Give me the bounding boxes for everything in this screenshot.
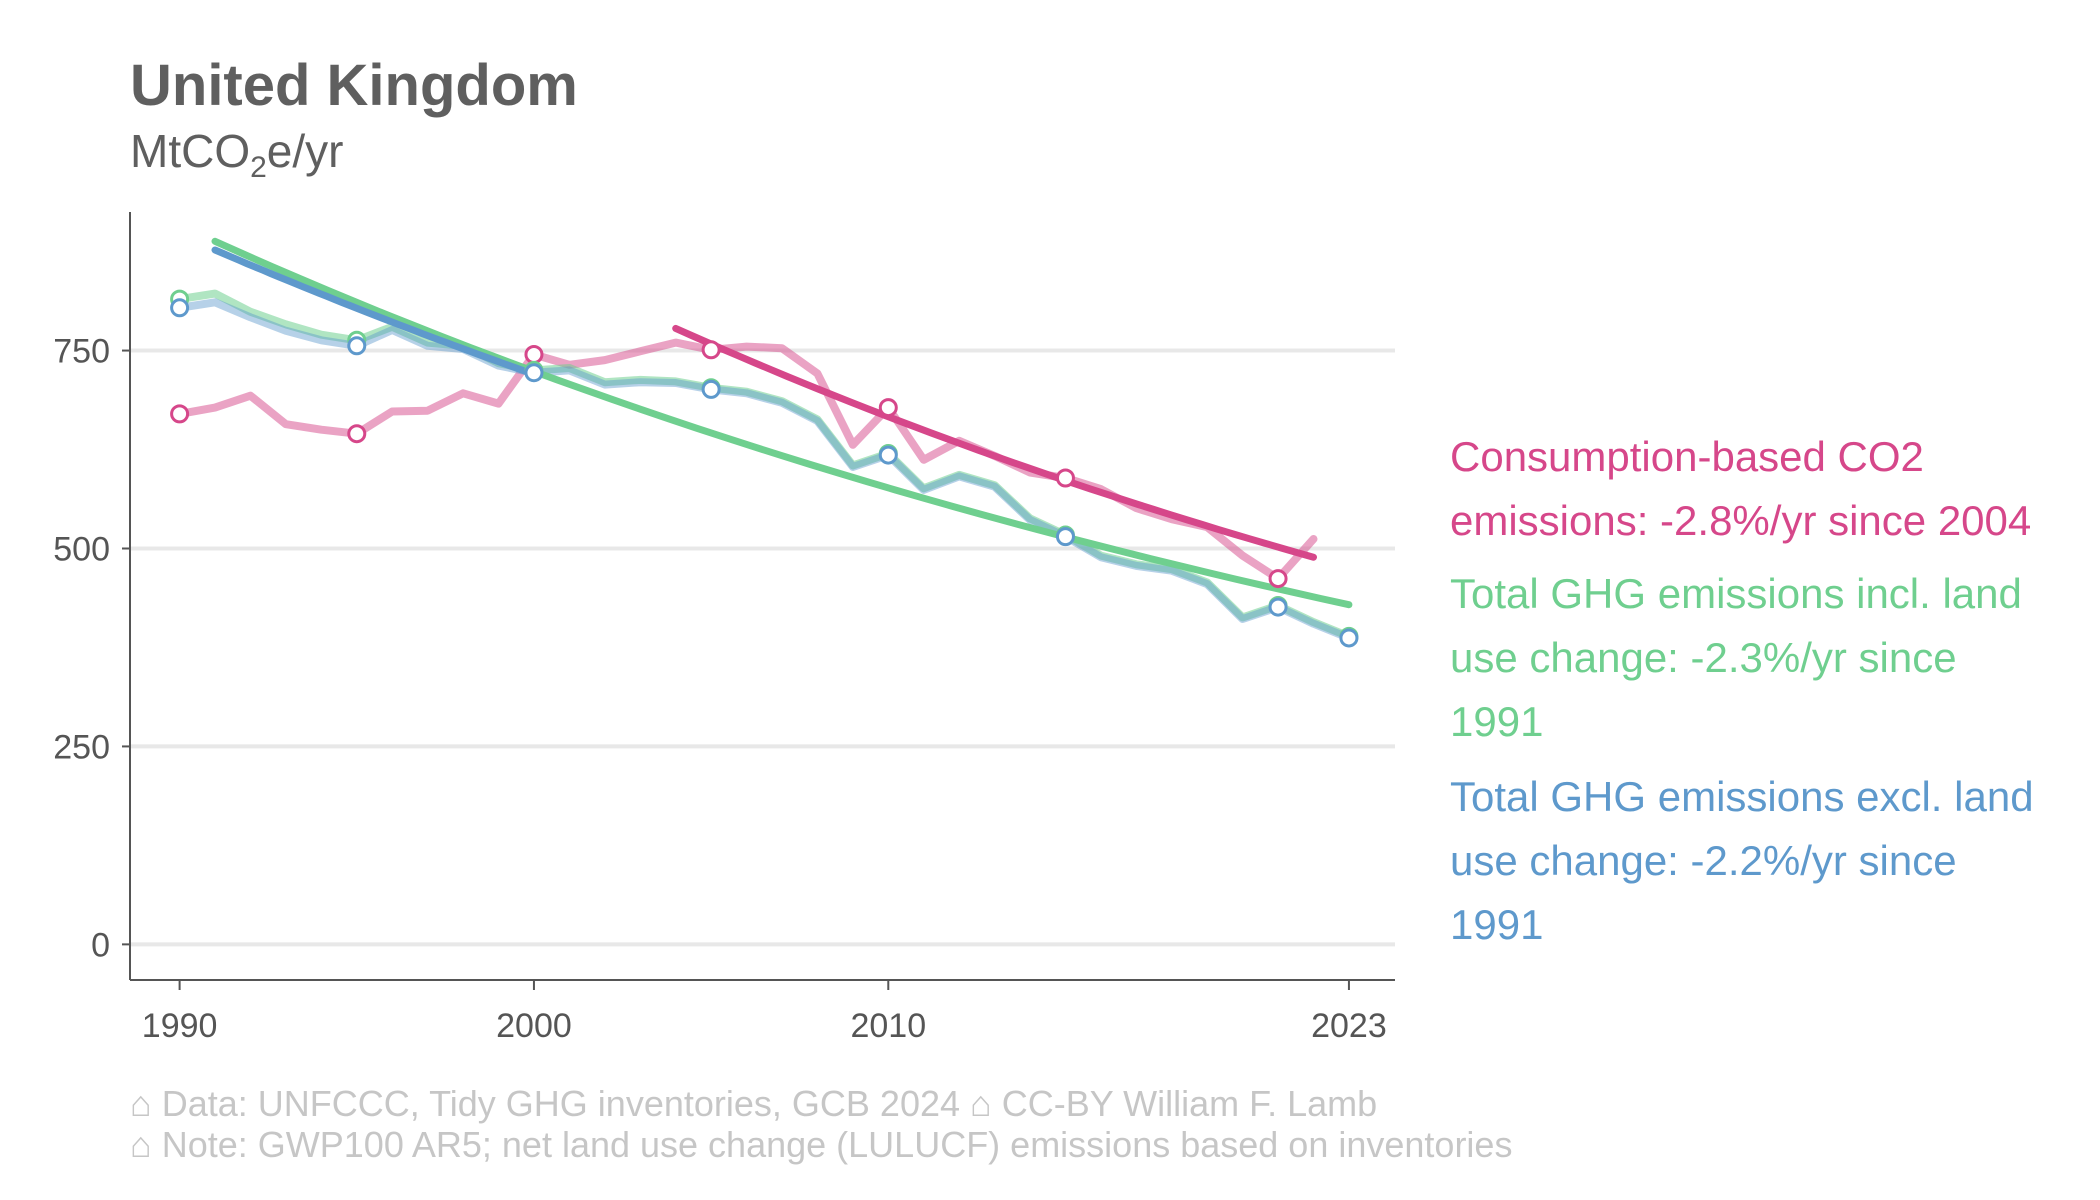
marker-excl_luc-2000 (524, 363, 544, 383)
unit-main: MtCO (130, 125, 251, 177)
marker-excl_luc-1995 (347, 336, 367, 356)
x-tick-label-1990: 1990 (142, 1007, 218, 1045)
footer-note: ⌂ Note: GWP100 AR5; net land use change … (130, 1124, 1513, 1165)
marker-consumption-2021 (1268, 569, 1288, 589)
axis-layer: 0 250 500 750 1990 2000 2010 2023 (53, 212, 1395, 1045)
legend-consumption-line-2: emissions: -2.8%/yr since 2004 (1450, 497, 2032, 544)
unit-subscript: 2 (250, 151, 267, 185)
legend-excl-luc: Total GHG emissions excl. land use chang… (1450, 765, 2090, 957)
marker-excl_luc-2015 (1055, 527, 1075, 547)
y-tick-label-500: 500 (53, 530, 110, 568)
marker-excl_luc-2023 (1339, 628, 1359, 648)
x-tick-label-2023: 2023 (1311, 1007, 1387, 1045)
legend-excl-luc-line-2: use change: -2.2%/yr since (1450, 837, 1957, 884)
marker-excl_luc-2005 (701, 379, 721, 399)
y-tick-label-0: 0 (91, 926, 110, 964)
legend-incl-luc: Total GHG emissions incl. land use chang… (1450, 562, 2090, 754)
legend-incl-luc-line-1: Total GHG emissions incl. land (1450, 570, 2022, 617)
unit-subtitle: MtCO2e/yr (130, 124, 343, 185)
marker-consumption-2010 (878, 398, 898, 418)
series-line-consumption (175, 338, 1318, 583)
legend-consumption: Consumption-based CO2 emissions: -2.8%/y… (1450, 425, 2090, 553)
legend-consumption-line-1: Consumption-based CO2 (1450, 433, 1924, 480)
marker-consumption-2015 (1055, 468, 1075, 488)
x-tick-label-2010: 2010 (850, 1007, 926, 1045)
legend-excl-luc-line-3: 1991 (1450, 901, 1544, 948)
y-tick-label-250: 250 (53, 728, 110, 766)
chart-title: United Kingdom (130, 53, 578, 118)
unit-tail: e/yr (266, 125, 344, 177)
marker-consumption-2005 (701, 340, 721, 360)
marker-excl_luc-2010 (878, 445, 898, 465)
series-line-incl_luc (175, 289, 1353, 641)
marker-excl_luc-2021 (1268, 597, 1288, 617)
trend-layer (211, 237, 1353, 609)
trend-line-consumption (672, 324, 1317, 561)
series-line-excl_luc (175, 298, 1353, 642)
legend-excl-luc-line-1: Total GHG emissions excl. land (1450, 773, 2034, 820)
legend-incl-luc-line-2: use change: -2.3%/yr since (1450, 634, 1957, 681)
y-tick-label-750: 750 (53, 333, 110, 371)
marker-consumption-2000 (524, 345, 544, 365)
trend-line-incl_luc (211, 237, 1353, 609)
footer-source: ⌂ Data: UNFCCC, Tidy GHG inventories, GC… (130, 1083, 1378, 1124)
x-tick-label-2000: 2000 (496, 1007, 572, 1045)
grid-layer (130, 348, 1395, 947)
legend-incl-luc-line-3: 1991 (1450, 698, 1544, 745)
marker-layer (170, 289, 1359, 648)
trend-line-excl_luc (211, 246, 538, 378)
marker-consumption-1995 (347, 424, 367, 444)
marker-excl_luc-1990 (170, 298, 190, 318)
marker-consumption-1990 (170, 404, 190, 424)
